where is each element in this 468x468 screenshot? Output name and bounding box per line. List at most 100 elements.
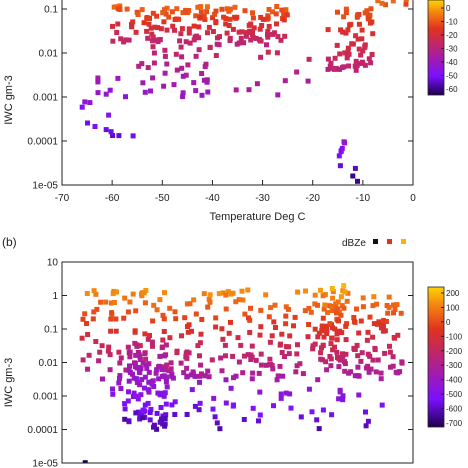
data-point [314, 417, 320, 423]
data-point [352, 373, 358, 379]
data-point [230, 26, 236, 32]
y-tick-label: 1 [52, 291, 58, 302]
data-point [332, 344, 337, 350]
data-point [338, 27, 344, 33]
data-point [241, 40, 247, 46]
y-tick-label: 0.0001 [27, 425, 58, 436]
data-point [362, 44, 368, 49]
data-point [198, 4, 204, 10]
data-point [362, 62, 368, 68]
data-point [253, 357, 259, 363]
data-point [207, 292, 213, 298]
data-point [159, 416, 164, 422]
data-point [205, 4, 210, 10]
data-point [336, 364, 342, 370]
data-point [328, 356, 334, 362]
data-point [367, 314, 373, 320]
data-point [160, 413, 166, 419]
data-point [132, 328, 138, 334]
data-point [250, 15, 256, 21]
data-point [250, 405, 256, 411]
data-point [201, 13, 207, 19]
data-point [193, 13, 199, 19]
data-point [126, 389, 131, 395]
x-tick-label: 0 [410, 193, 416, 204]
data-point [318, 287, 323, 293]
data-point [324, 323, 330, 329]
data-point [184, 9, 189, 15]
data-point [133, 308, 139, 314]
data-point [324, 328, 330, 334]
data-point [336, 153, 342, 159]
data-point [288, 405, 294, 411]
data-point [282, 354, 287, 359]
colorbar-gradient [427, 0, 445, 96]
data-point [117, 373, 123, 379]
data-point [343, 30, 349, 36]
data-point [356, 392, 362, 398]
panel-label: (b) [2, 235, 17, 249]
colorbar-tick-label: -30 [446, 45, 458, 54]
data-point [218, 355, 224, 361]
data-point [266, 314, 272, 320]
data-point [127, 299, 133, 305]
data-point [117, 360, 123, 366]
data-point [151, 302, 157, 308]
data-point [342, 368, 348, 374]
data-point [146, 21, 152, 27]
data-point [385, 310, 391, 316]
data-point [238, 342, 244, 348]
data-point [364, 337, 370, 343]
data-point [279, 350, 285, 355]
data-point [180, 94, 186, 100]
data-point [197, 15, 203, 21]
data-point [155, 25, 161, 31]
data-point [131, 390, 137, 396]
data-point [133, 376, 139, 382]
data-point [271, 403, 276, 409]
data-point [375, 357, 381, 363]
data-point [356, 21, 362, 27]
data-point [383, 2, 388, 8]
colorbar-tick-label: -100 [446, 332, 463, 341]
data-point [370, 334, 376, 340]
data-point [243, 30, 249, 36]
data-point [330, 295, 336, 301]
data-point [100, 376, 105, 382]
colorbar: 0 -10 -20 -30 -40 -50 -60 [427, 0, 458, 96]
data-point [149, 339, 155, 345]
data-point [193, 311, 199, 317]
data-point [287, 333, 293, 339]
data-point [125, 344, 131, 350]
colorbar-tick-label: -300 [446, 361, 463, 370]
data-point [228, 385, 234, 391]
data-point [188, 372, 194, 378]
data-point [141, 20, 147, 26]
data-point [134, 343, 140, 349]
data-point [213, 19, 219, 25]
data-point [322, 302, 328, 308]
data-point [179, 26, 185, 32]
data-point [98, 299, 104, 305]
data-point [265, 29, 271, 34]
data-point [337, 387, 343, 393]
data-point [382, 328, 388, 334]
colorbar-tick-label: 100 [446, 303, 460, 312]
data-point [147, 417, 153, 423]
data-point [375, 0, 381, 4]
data-point [132, 360, 137, 366]
data-point [355, 178, 360, 184]
data-point [172, 27, 177, 33]
data-point [124, 6, 130, 12]
data-point [370, 303, 376, 309]
data-point [332, 55, 338, 61]
data-point [283, 313, 289, 319]
data-point [160, 10, 166, 16]
data-point [319, 345, 324, 351]
data-point [265, 49, 271, 55]
data-point [122, 416, 128, 422]
data-point [391, 310, 396, 316]
data-point [363, 409, 368, 415]
data-point [158, 392, 164, 398]
data-point [234, 41, 240, 47]
